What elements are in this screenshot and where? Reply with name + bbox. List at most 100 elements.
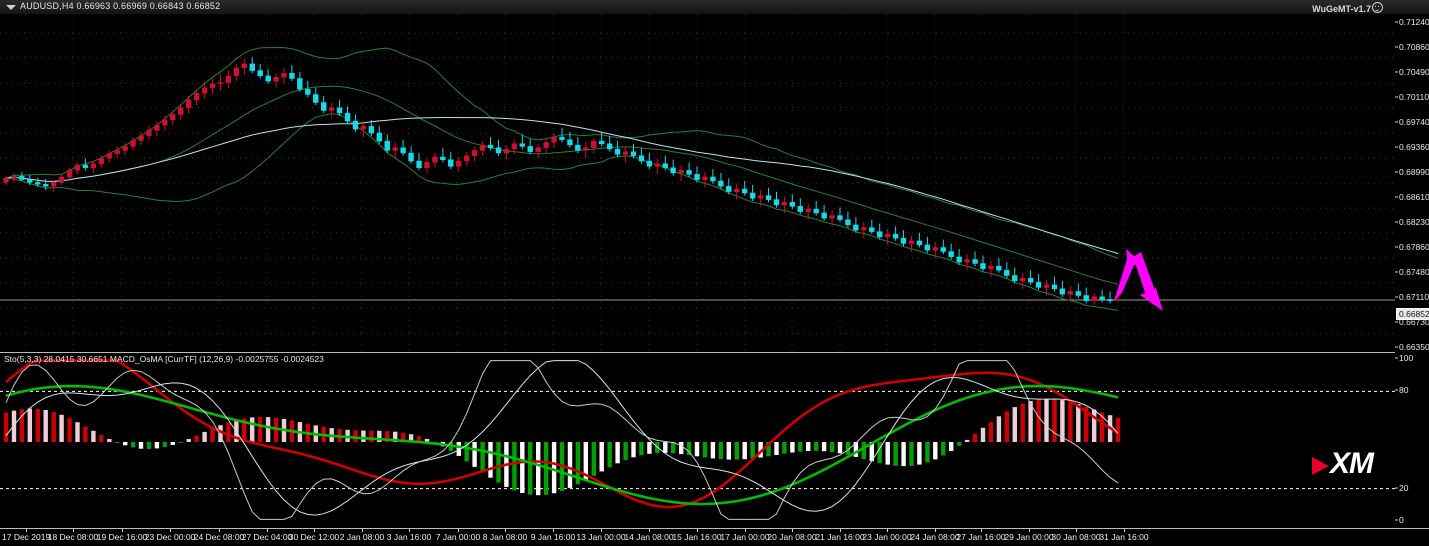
candle-body [265, 75, 271, 82]
osma-bar [718, 442, 724, 460]
candle-body [384, 140, 390, 151]
osma-bar [790, 442, 795, 453]
candle-body [400, 147, 406, 154]
osma-bar [43, 410, 48, 442]
candle-body [622, 151, 629, 155]
candle-body [297, 78, 303, 90]
price-chart-pane[interactable] [0, 14, 1396, 351]
osma-bar [472, 442, 477, 467]
chart-header-bar: AUDUSD,H4 0.66963 0.66969 0.66843 0.6685… [0, 0, 1429, 15]
candle-body [352, 120, 359, 130]
osma-bar [829, 442, 835, 452]
candle-body [479, 144, 486, 151]
candle-body [829, 215, 835, 219]
chevron-down-icon[interactable] [6, 5, 16, 10]
candle-body [440, 156, 446, 160]
osma-bar [798, 442, 803, 452]
osma-bar [27, 408, 32, 442]
candle-body [964, 259, 970, 263]
candle-body [503, 148, 510, 154]
candle-body [988, 265, 994, 270]
bollinger-bands [5, 46, 1119, 311]
osma-bar [424, 438, 430, 442]
candle-body [273, 76, 279, 82]
time-axis-tick [73, 529, 74, 532]
candle-body [654, 163, 661, 167]
osma-bar [1084, 406, 1089, 442]
candle-body [106, 153, 112, 159]
candle-body [884, 233, 891, 238]
time-axis-label: 15 Jan 16:00 [672, 532, 722, 542]
candle-body [869, 227, 875, 232]
indicator-axis-tick [1395, 519, 1398, 521]
time-axis-tick [409, 529, 410, 532]
time-axis-tick [697, 529, 698, 532]
osma-bar [107, 439, 112, 442]
indicator-axis-tick [1395, 389, 1398, 391]
osma-bar [647, 442, 652, 454]
osma-bar [242, 418, 247, 442]
price-axis-tick [1395, 246, 1398, 248]
xm-logo-text: XM [1330, 447, 1374, 480]
time-axis-tick [26, 529, 27, 532]
price-axis-tick [1395, 271, 1398, 273]
candle-body [154, 124, 160, 131]
candle-body [686, 170, 692, 175]
price-axis-label: 0.70860 [1399, 42, 1429, 53]
candle-body [209, 83, 216, 89]
candle-body [1043, 284, 1050, 288]
price-axis-label: 0.71240 [1399, 17, 1429, 27]
candle-body [757, 195, 764, 199]
osma-bar [551, 442, 557, 494]
osma-bar [536, 442, 541, 496]
price-axis-tick [1395, 196, 1398, 198]
candle-body [281, 72, 287, 78]
candle-body [360, 126, 367, 130]
price-axis-label: 0.68230 [1399, 217, 1429, 228]
candle-body [122, 146, 128, 151]
osma-bar [607, 442, 612, 468]
candle-body [138, 135, 144, 141]
candle-body [3, 178, 9, 183]
osma-bar [146, 442, 152, 449]
price-axis-label: 0.69360 [1399, 142, 1429, 153]
candle-body [328, 107, 335, 111]
indicator-pane[interactable]: Sto(5,3,3) 28.0415 30.6651 MACD_OsMA [Cu… [0, 352, 1396, 529]
candle-body [19, 176, 25, 180]
osma-bar [520, 442, 525, 493]
candle-body [114, 150, 120, 154]
candle-body [321, 102, 327, 111]
osma-bar [901, 442, 906, 467]
candle-body [678, 170, 684, 174]
candle-body [583, 147, 589, 151]
osma-bar [408, 434, 414, 442]
osma-bar [726, 442, 731, 460]
bollinger-lower [5, 113, 1119, 311]
osma-bar [115, 442, 120, 443]
osma-bar [1028, 401, 1033, 442]
candle-body [225, 75, 232, 83]
osma-bar [917, 442, 922, 465]
candle-body [1091, 296, 1097, 302]
osma-bar [925, 442, 930, 463]
osma-ma-red [5, 359, 1119, 509]
price-axis[interactable]: 0.71240 0.70860 0.70490 0.70110 0.69740 0.693… [1395, 14, 1429, 377]
indicator-axis[interactable]: 100 80 20 0 [1395, 352, 1429, 528]
price-axis-tick [1395, 146, 1398, 148]
osma-bar [75, 422, 80, 442]
osma-bar [83, 426, 88, 442]
time-axis-tick [1029, 529, 1030, 532]
time-axis[interactable]: 17 Dec 2019 18 Dec 08:00 19 Dec 16:00 23 De… [0, 528, 1429, 546]
candle-body [1004, 269, 1010, 276]
time-axis-label: 13 Jan 00:00 [576, 532, 626, 542]
osma-bar [3, 412, 9, 442]
symbol-quote-label: AUDUSD,H4 0.66963 0.66969 0.66843 0.6685… [20, 1, 221, 11]
time-axis-tick [745, 529, 746, 532]
osma-bar [980, 427, 986, 442]
candle-body [416, 160, 422, 168]
time-axis-label: 27 Dec 04:00 [241, 532, 293, 542]
osma-bar [162, 442, 168, 448]
candle-body [630, 151, 637, 156]
indicator-label: Sto(5,3,3) 28.0415 30.6651 MACD_OsMA [Cu… [4, 354, 324, 364]
